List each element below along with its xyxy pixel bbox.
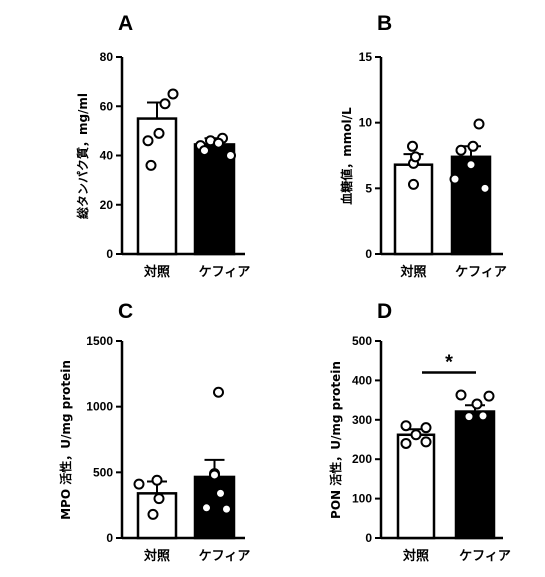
panel-b-letter: B — [377, 12, 392, 35]
panel-d-point-0-3 — [400, 437, 412, 449]
panel-b-point-1-1 — [455, 144, 467, 156]
panel-d-point-1-2 — [471, 398, 483, 410]
panel-d-tick-label-4: 400 — [352, 373, 372, 387]
panel-c-point-0-1 — [151, 474, 163, 486]
panel-b-point-0-2 — [410, 151, 421, 163]
panel-d-tick-label-5: 500 — [352, 334, 372, 348]
panel-c-category-1: ケフィア — [199, 549, 251, 564]
panel-b-point-1-0 — [473, 118, 485, 130]
panel-a-tick-label-3: 60 — [100, 99, 114, 113]
panel-a-category-0: 対照 — [143, 264, 170, 280]
panel-d-bar-1 — [454, 410, 496, 540]
panel-d-tick-label-2: 200 — [352, 452, 372, 466]
panel-b-bar-1 — [450, 155, 492, 256]
panel-c-category-0: 対照 — [143, 548, 170, 564]
panel-b: B 0 5 10 15 対照 ケフィア 血糖値，mmol/L — [339, 12, 507, 280]
panel-a-tick-label-1: 20 — [100, 198, 114, 212]
panel-d-tick-label-3: 300 — [352, 413, 372, 427]
panel-b-tick-label-3: 15 — [359, 50, 373, 64]
panel-a-point-0-0 — [142, 135, 154, 147]
panel-b-point-0-0 — [407, 140, 418, 152]
panel-d-ylabel: PON 活性，U/mg protein — [328, 361, 343, 519]
panel-c: C 0 500 1000 1500 対照 ケフィア MPO 活性，U/mg protein — [58, 300, 250, 564]
panel-b-point-1-4 — [479, 182, 491, 194]
panel-b-ylabel: 血糖値，mmol/L — [339, 107, 354, 205]
panel-a-ylabel: 総タンパク質，mg/ml — [75, 93, 90, 219]
panel-d-letter: D — [377, 300, 392, 323]
panel-a-point-0-4 — [153, 127, 165, 139]
panel-c-point-1-5 — [209, 469, 220, 481]
panel-b-point-1-5 — [465, 159, 477, 171]
panel-d-category-1: ケフィア — [459, 549, 511, 564]
panel-d-tick-label-1: 100 — [352, 492, 372, 506]
panel-c-ylabel: MPO 活性，U/mg protein — [58, 360, 73, 520]
panel-b-category-0: 対照 — [399, 264, 426, 280]
panel-a-tick-label-0: 0 — [106, 247, 113, 261]
panel-d-point-0-1 — [420, 422, 432, 434]
panel-d: D 0 100 200 300 400 500 対照 ケフィア PON 活性，U/mg prote… — [328, 300, 511, 564]
panel-b-point-1-2 — [467, 140, 479, 152]
panel-d-tick-label-0: 0 — [365, 531, 372, 545]
panel-d-point-0-0 — [400, 420, 412, 432]
panel-d-point-0-4 — [410, 429, 422, 441]
panel-c-point-1-0 — [213, 386, 224, 398]
panel-d-sig-mark: * — [445, 352, 453, 374]
panel-b-point-1-3 — [449, 173, 461, 185]
panel-a-tick-label-4: 80 — [100, 50, 114, 64]
panel-b-point-0-3 — [408, 178, 419, 190]
panel-c-point-1-4 — [221, 503, 232, 515]
panel-a-point-1-3 — [225, 150, 236, 161]
panel-a-bar-1 — [193, 143, 236, 256]
panel-c-letter: C — [118, 300, 133, 323]
panel-a: A 0 20 40 60 80 対照 ケフィア 総タンパク質，mg/ml — [75, 12, 250, 280]
panel-a-point-1-4 — [199, 145, 210, 157]
panel-d-point-1-3 — [463, 411, 475, 423]
panel-b-bar-0 — [393, 163, 434, 256]
panel-d-point-0-2 — [420, 436, 432, 448]
panel-d-bar-0 — [396, 433, 436, 540]
panel-a-tick-label-2: 40 — [100, 149, 114, 163]
panel-c-tick-label-1: 500 — [93, 465, 113, 479]
panel-d-point-1-0 — [455, 389, 467, 401]
panel-d-point-1-1 — [483, 390, 495, 402]
panel-c-tick-label-3: 1500 — [86, 334, 113, 348]
panel-b-tick-label-1: 5 — [365, 181, 372, 195]
panel-c-point-0-3 — [147, 508, 159, 520]
panel-a-point-1-5 — [213, 137, 224, 149]
panel-a-letter: A — [118, 12, 133, 35]
panel-a-point-0-2 — [167, 88, 179, 100]
panel-d-point-1-4 — [477, 410, 489, 422]
panel-a-category-1: ケフィア — [199, 265, 251, 280]
panel-b-tick-label-0: 0 — [365, 247, 372, 261]
panel-c-point-0-2 — [153, 493, 165, 505]
panel-c-point-1-3 — [201, 502, 212, 514]
panel-d-category-0: 対照 — [402, 548, 429, 564]
panel-b-tick-label-2: 10 — [359, 116, 373, 130]
panel-a-point-0-3 — [145, 159, 157, 171]
panel-c-tick-label-2: 1000 — [86, 400, 113, 414]
panel-a-point-0-1 — [159, 98, 171, 110]
panel-c-point-1-2 — [215, 487, 226, 499]
panel-c-tick-label-0: 0 — [106, 531, 113, 545]
panel-b-category-1: ケフィア — [455, 265, 507, 280]
panel-c-point-0-0 — [133, 478, 145, 490]
